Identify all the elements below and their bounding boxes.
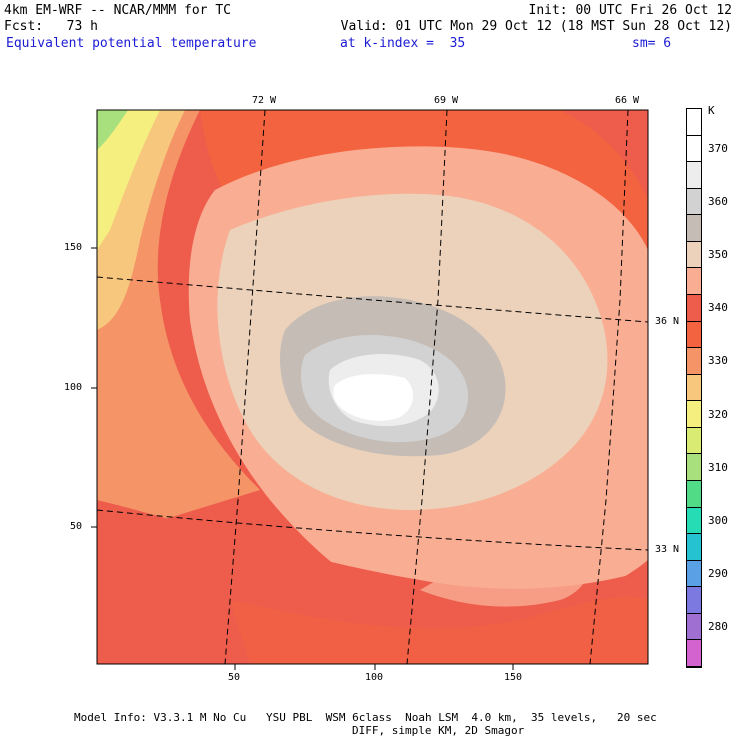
colorbar-label: 310 xyxy=(708,460,728,474)
colorbar-swatch xyxy=(687,241,701,269)
graticule xyxy=(97,110,648,664)
colorbar-label: 280 xyxy=(708,620,728,634)
colorbar-swatch xyxy=(687,188,701,216)
y-tick-label: 150 xyxy=(64,242,83,253)
init-time: Init: 00 UTC Fri 26 Oct 12 xyxy=(528,3,733,18)
colorbar-swatch xyxy=(687,135,701,163)
colorbar-swatch xyxy=(687,321,701,349)
colorbar-swatch xyxy=(687,268,701,295)
colorbar-swatch xyxy=(687,427,701,455)
model-title: 4km EM-WRF -- NCAR/MMM for TC xyxy=(4,3,231,18)
colorbar-swatch xyxy=(687,162,701,189)
model-info-line2: DIFF, simple KM, 2D Smagor xyxy=(352,724,525,737)
latitude-label: 36 N xyxy=(655,316,680,327)
colorbar-swatch xyxy=(687,587,701,614)
colorbar xyxy=(686,108,702,668)
theta-e-field xyxy=(97,110,648,664)
level-label: at k-index = 35 xyxy=(340,36,466,51)
field-name: Equivalent potential temperature xyxy=(6,36,257,51)
colorbar-label: 350 xyxy=(708,248,728,262)
x-tick-label: 150 xyxy=(504,672,523,683)
forecast-hour: Fcst: 73 h xyxy=(4,19,98,34)
colorbar-swatch xyxy=(687,481,701,508)
x-tick-label: 100 xyxy=(365,672,384,683)
y-tick-label: 100 xyxy=(64,382,83,393)
colorbar-swatch xyxy=(687,507,701,535)
colorbar-label: 290 xyxy=(708,567,728,580)
colorbar-swatch xyxy=(687,640,701,667)
model-info: Model Info: V3.3.1 M No Cu YSU PBL WSM 6… xyxy=(74,711,657,724)
colorbar-swatch xyxy=(687,348,701,375)
y-tick-label: 50 xyxy=(70,521,83,532)
colorbar-label: 320 xyxy=(708,407,728,421)
longitude-label: 72 W xyxy=(252,95,277,106)
longitude-label: 69 W xyxy=(434,95,459,106)
colorbar-swatch xyxy=(687,109,701,136)
colorbar-swatch xyxy=(687,454,701,481)
colorbar-swatch xyxy=(687,560,701,588)
colorbar-swatch xyxy=(687,534,701,561)
longitude-label: 66 W xyxy=(615,95,640,106)
x-tick-label: 50 xyxy=(228,672,241,683)
colorbar-unit: K xyxy=(708,104,715,117)
colorbar-swatch xyxy=(687,613,701,641)
colorbar-label: 360 xyxy=(708,195,728,208)
colorbar-swatch xyxy=(687,215,701,242)
colorbar-swatch xyxy=(687,374,701,402)
colorbar-label: 340 xyxy=(708,301,728,315)
colorbar-label: 330 xyxy=(708,354,728,368)
colorbar-swatch xyxy=(687,295,701,322)
smoothing-label: sm= 6 xyxy=(632,36,672,51)
colorbar-label: 300 xyxy=(708,513,728,527)
valid-time: Valid: 01 UTC Mon 29 Oct 12 (18 MST Sun … xyxy=(340,19,732,34)
latitude-label: 33 N xyxy=(655,544,680,555)
colorbar-label: 370 xyxy=(708,141,728,155)
colorbar-swatch xyxy=(687,401,701,428)
